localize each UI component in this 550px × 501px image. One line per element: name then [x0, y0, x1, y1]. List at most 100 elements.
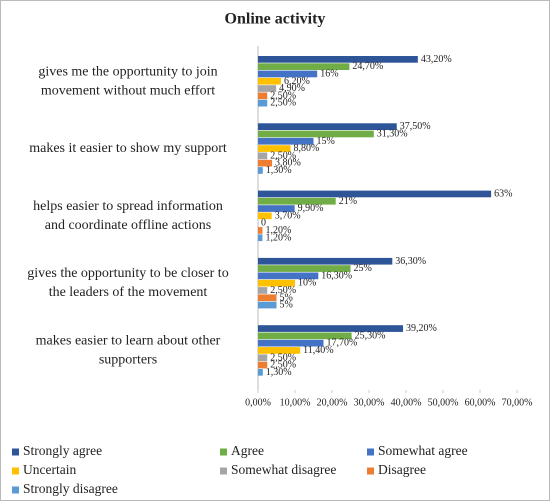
bar [258, 56, 418, 63]
bar [258, 339, 324, 347]
x-tick-label: 10,00% [280, 397, 311, 408]
data-label: 3,80% [275, 158, 301, 169]
data-label: 31,30% [377, 129, 408, 140]
legend-swatch [12, 448, 19, 456]
bar [258, 354, 268, 362]
bar [258, 265, 351, 272]
bar [258, 325, 404, 332]
data-label: 10% [298, 278, 316, 289]
bar [258, 212, 272, 220]
x-tick-label: 60,00% [465, 397, 496, 408]
bar [258, 152, 268, 160]
category-label: helps easier to spread information [33, 199, 223, 214]
data-label: 24,70% [352, 61, 383, 72]
category-label: supporters [99, 352, 157, 367]
data-label: 3,70% [275, 210, 301, 221]
data-label: 37,50% [400, 121, 431, 132]
data-label: 17,70% [326, 338, 357, 349]
bar [258, 234, 263, 242]
x-tick-label: 50,00% [428, 397, 459, 408]
data-label: 2,50% [270, 360, 296, 371]
bar [258, 85, 277, 92]
bar [258, 190, 492, 198]
legend-label: Agree [231, 443, 264, 458]
legend-label: Somewhat disagree [231, 462, 336, 477]
category-label: gives the opportunity to be closer to [27, 266, 228, 281]
data-label: 1,20% [265, 232, 291, 243]
bar [258, 361, 268, 369]
bar [258, 294, 277, 302]
legend-swatch [12, 467, 19, 475]
bar [258, 167, 263, 174]
bar [258, 130, 374, 138]
data-label: 0 [261, 218, 266, 229]
x-tick-label: 30,00% [354, 397, 385, 408]
bar [258, 70, 318, 78]
bar [258, 159, 273, 167]
x-tick-label: 70,00% [502, 397, 533, 408]
data-label: 21% [339, 196, 357, 207]
category-label: and coordinate offline actions [45, 218, 212, 233]
data-label: 1,30% [266, 367, 292, 378]
x-tick-label: 20,00% [317, 397, 348, 408]
legend-swatch [220, 467, 227, 475]
x-tick-label: 0,00% [245, 397, 271, 408]
bar [258, 92, 268, 100]
category-label: the leaders of the movement [49, 285, 208, 300]
bar [258, 369, 263, 376]
data-label: 2,50% [270, 285, 296, 296]
data-label: 5% [280, 300, 293, 311]
bar [258, 257, 393, 265]
bar [258, 145, 291, 152]
category-label: makes easier to learn about other [36, 333, 221, 348]
data-label: 39,20% [406, 323, 437, 334]
legend-swatch [12, 486, 19, 494]
data-label: 11,40% [303, 345, 333, 356]
data-label: 43,20% [421, 54, 452, 65]
data-label: 9,90% [298, 203, 324, 214]
bar [258, 279, 295, 287]
category-label: gives me the opportunity to join [38, 64, 217, 79]
data-label: 1,20% [265, 225, 291, 236]
legend-label: Strongly disagree [23, 481, 118, 496]
x-tick-label: 40,00% [391, 397, 422, 408]
legend-label: Strongly agree [23, 443, 102, 458]
data-label: 6,20% [284, 76, 310, 87]
category-label: movement without much effort [41, 83, 215, 98]
legend-label: Uncertain [23, 462, 76, 477]
bar [258, 287, 268, 294]
data-label: 15% [317, 136, 335, 147]
bar [258, 205, 295, 212]
data-label: 16,30% [321, 270, 352, 281]
data-label: 5% [280, 292, 293, 303]
data-label: 36,30% [395, 256, 426, 267]
data-label: 1,30% [266, 165, 292, 176]
bar [258, 197, 336, 205]
bar [258, 99, 268, 107]
legend-swatch [367, 448, 374, 456]
data-label: 63% [494, 189, 512, 200]
legend-swatch [367, 467, 374, 475]
legend-swatch [220, 448, 227, 456]
bar [258, 272, 319, 280]
bar [258, 347, 301, 354]
data-label: 2,50% [270, 352, 296, 363]
bar [258, 227, 263, 234]
data-label: 8,80% [294, 143, 320, 154]
bar [258, 332, 352, 340]
data-label: 2,50% [270, 98, 296, 109]
chart-title: Online activity [225, 11, 326, 28]
data-label: 16% [320, 69, 338, 80]
data-label: 2,50% [270, 150, 296, 161]
legend-label: Somewhat agree [378, 443, 468, 458]
bar [258, 77, 281, 85]
data-label: 4,90% [279, 83, 305, 94]
bar [258, 301, 277, 309]
data-label: 25,30% [355, 330, 386, 341]
category-label: makes it easier to show my support [29, 141, 227, 156]
bar [258, 63, 350, 70]
legend-label: Disagree [378, 462, 426, 477]
data-label: 2,50% [270, 90, 296, 101]
data-label: 25% [354, 263, 372, 274]
